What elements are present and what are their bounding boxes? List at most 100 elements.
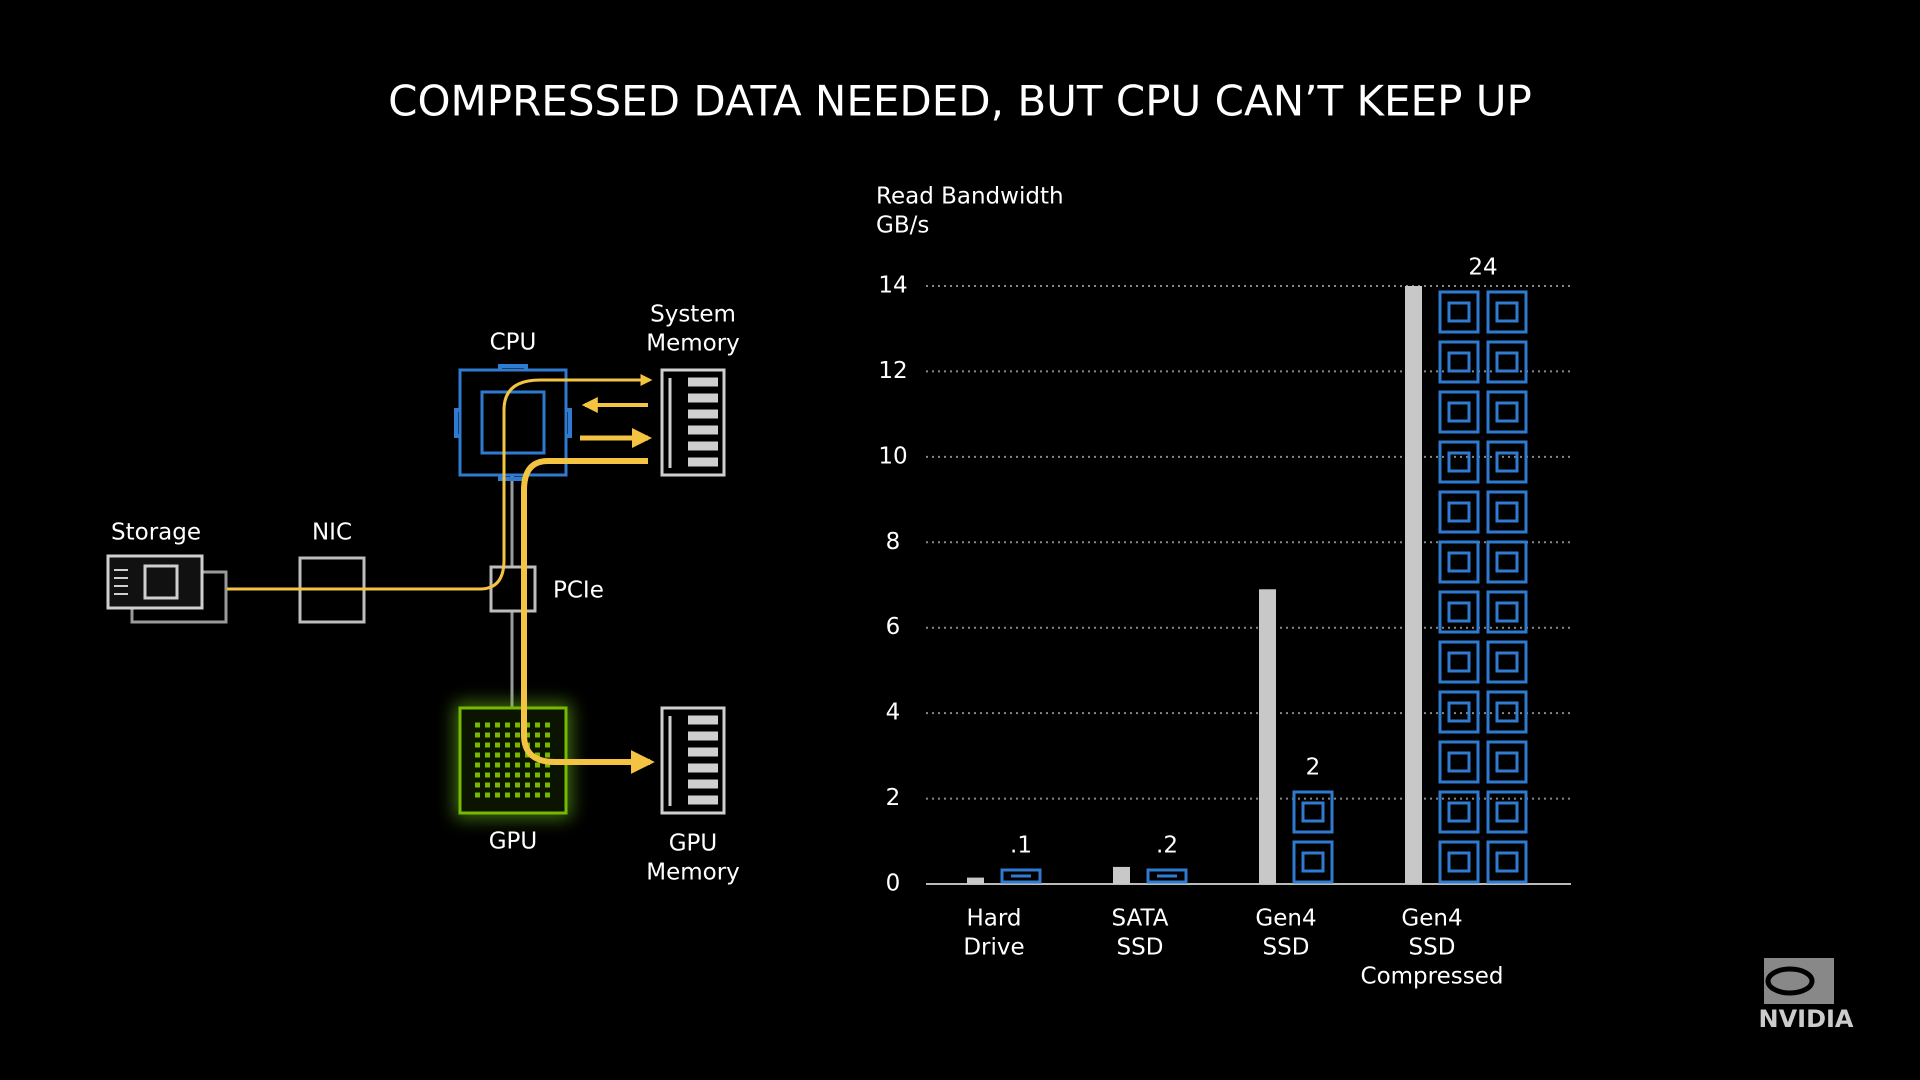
- x-tick-label: SSD: [1263, 935, 1310, 961]
- storage-label: Storage: [111, 520, 201, 546]
- value-label: .1: [1010, 833, 1032, 859]
- core-icon-inner: [1495, 801, 1519, 823]
- core-icon-inner: [1447, 401, 1471, 423]
- core-icon-inner: [1447, 451, 1471, 473]
- gpu-memory-label: GPU: [669, 831, 718, 857]
- core-icon: [1486, 490, 1528, 534]
- core-icon: [1486, 440, 1528, 484]
- core-icon: [1292, 840, 1334, 884]
- x-tick-label: SATA: [1112, 906, 1169, 932]
- x-tick-label: SSD: [1409, 935, 1456, 961]
- core-icon: [1486, 540, 1528, 584]
- core-icon-inner: [1495, 351, 1519, 373]
- value-label: 24: [1468, 255, 1497, 281]
- gpu-memory: [660, 706, 726, 815]
- core-icon: [1438, 490, 1480, 534]
- x-tick-label: Drive: [963, 935, 1024, 961]
- core-icon-inner: [1447, 751, 1471, 773]
- diagram: Storage NIC PCIe CPU System Memory GPU: [106, 302, 740, 886]
- core-icon: [1486, 740, 1528, 784]
- core-icon: [1438, 640, 1480, 684]
- core-icon-inner: [1301, 851, 1325, 873]
- core-stack: [1292, 790, 1334, 884]
- core-icon-inner: [1447, 601, 1471, 623]
- core-icon-inner: [1447, 701, 1471, 723]
- core-stack: [1438, 290, 1528, 884]
- core-icon: [1486, 290, 1528, 334]
- core-icon: [1292, 790, 1334, 834]
- core-icon-inner: [1495, 451, 1519, 473]
- core-icon: [1438, 690, 1480, 734]
- core-icon: [1486, 690, 1528, 734]
- bar: [1259, 589, 1276, 884]
- x-tick-label: Hard: [966, 906, 1021, 932]
- core-icon: [1438, 340, 1480, 384]
- core-icon: [1438, 540, 1480, 584]
- core-icon-inner: [1447, 651, 1471, 673]
- x-tick-label: Compressed: [1361, 964, 1504, 990]
- y-tick-label: 14: [878, 273, 907, 299]
- pcie-box: [489, 565, 537, 613]
- core-stack: [1146, 868, 1188, 884]
- core-icon: [1000, 868, 1042, 884]
- core-icon: [1438, 840, 1480, 884]
- core-icon: [1146, 868, 1188, 884]
- cpu-chip: [454, 364, 572, 481]
- core-icon-inner: [1447, 301, 1471, 323]
- core-icon: [1486, 840, 1528, 884]
- y-axis-title: Read Bandwidth: [876, 184, 1064, 210]
- y-axis-unit: GB/s: [876, 213, 929, 239]
- core-icon-inner: [1301, 801, 1325, 823]
- core-icon: [1486, 590, 1528, 634]
- core-icon-inner: [1447, 851, 1471, 873]
- y-tick-label: 8: [886, 529, 901, 555]
- chart: Read BandwidthGB/s02468101214HardDrive.1…: [876, 184, 1571, 990]
- nvidia-logo: NVIDIA: [1758, 958, 1854, 1033]
- core-icon-inner: [1495, 751, 1519, 773]
- slide-title: COMPRESSED DATA NEEDED, BUT CPU CAN’T KE…: [388, 77, 1532, 126]
- core-stack: [1000, 868, 1042, 884]
- y-tick-label: 6: [886, 614, 901, 640]
- logo-text: NVIDIA: [1758, 1005, 1853, 1033]
- core-icon-inner: [1495, 701, 1519, 723]
- core-icon-inner: [1495, 501, 1519, 523]
- pcie-label: PCIe: [553, 578, 604, 604]
- core-icon-inner: [1495, 651, 1519, 673]
- bar: [967, 877, 984, 884]
- system-memory: [660, 368, 726, 477]
- storage-icon: [106, 554, 228, 624]
- core-icon: [1438, 790, 1480, 834]
- core-icon: [1438, 440, 1480, 484]
- value-label: .2: [1156, 833, 1178, 859]
- x-tick-label: SSD: [1117, 935, 1164, 961]
- y-tick-label: 0: [886, 871, 901, 897]
- core-icon: [1486, 340, 1528, 384]
- core-icon-inner: [1447, 351, 1471, 373]
- core-icon-inner: [1495, 551, 1519, 573]
- core-icon: [1438, 290, 1480, 334]
- data-path: [227, 374, 653, 591]
- value-label: 2: [1306, 755, 1321, 781]
- bar: [1405, 286, 1422, 884]
- core-icon-inner: [1447, 801, 1471, 823]
- core-icon: [1486, 790, 1528, 834]
- core-icon-inner: [1495, 301, 1519, 323]
- core-icon: [1438, 590, 1480, 634]
- nic-label: NIC: [312, 520, 352, 546]
- x-tick-label: Gen4: [1401, 906, 1462, 932]
- core-icon-inner: [1495, 601, 1519, 623]
- core-icon-inner: [1495, 401, 1519, 423]
- y-tick-label: 12: [878, 358, 907, 384]
- core-icon-inner: [1447, 551, 1471, 573]
- core-icon: [1486, 390, 1528, 434]
- system-memory-label: System: [650, 302, 736, 328]
- core-icon-inner: [1495, 851, 1519, 873]
- bar: [1113, 866, 1130, 884]
- x-tick-label: Gen4: [1255, 906, 1316, 932]
- y-tick-label: 4: [886, 700, 901, 726]
- core-icon-inner: [1447, 501, 1471, 523]
- core-icon: [1438, 740, 1480, 784]
- gpu-label: GPU: [489, 829, 538, 855]
